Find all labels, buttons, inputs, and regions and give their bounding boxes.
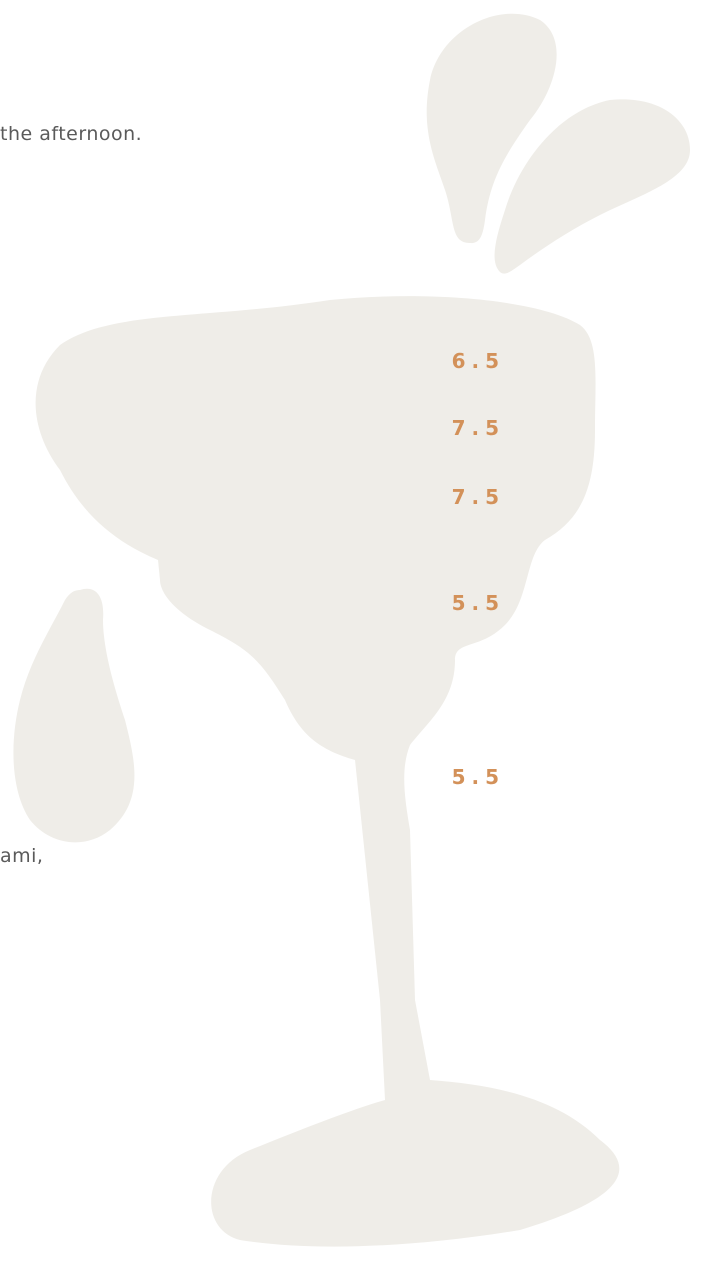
droplet — [13, 589, 134, 843]
closing-text: ami, — [0, 845, 43, 867]
page: the afternoon. 6.5 7.5 7.5 5.5 5.5 ami, … — [0, 0, 703, 1272]
price: 5.5 — [452, 765, 505, 789]
decoration — [0, 0, 703, 1272]
price: 5.5 — [452, 591, 505, 615]
price: 7.5 — [452, 485, 505, 509]
price: 6.5 — [452, 349, 505, 373]
price: 7.5 — [452, 416, 505, 440]
intro-text: the afternoon. — [0, 123, 142, 145]
